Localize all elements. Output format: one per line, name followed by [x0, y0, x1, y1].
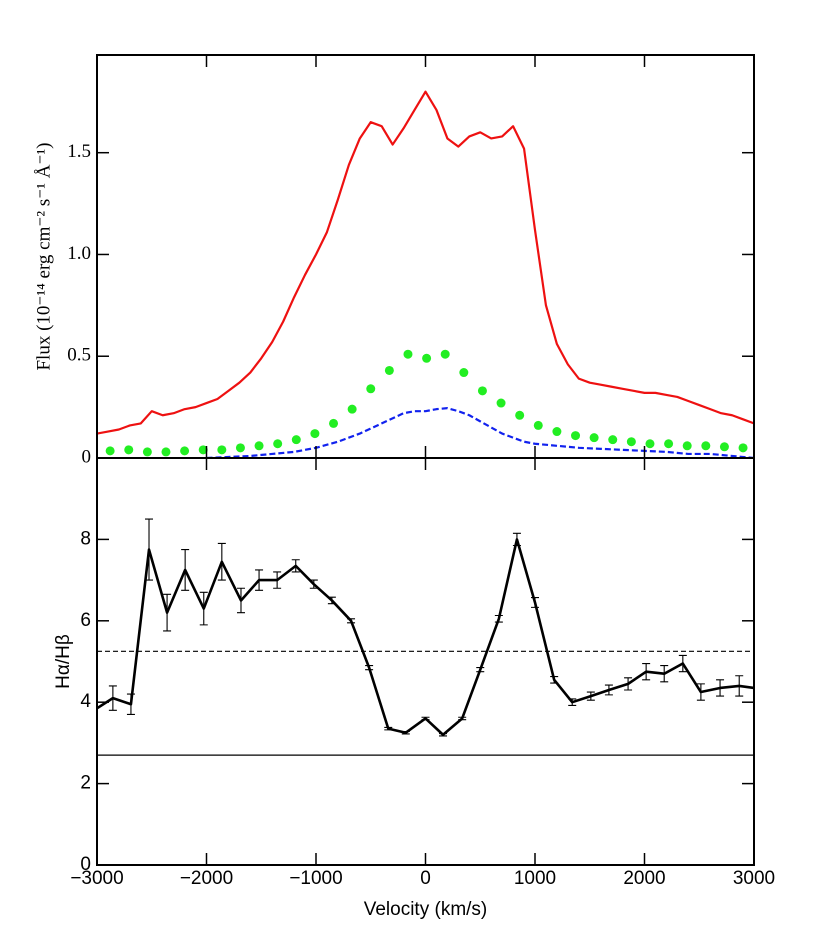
- error-bar: [421, 716, 430, 721]
- error-bar: [512, 532, 521, 547]
- plot-area: [97, 518, 754, 756]
- error-bar: [365, 665, 374, 671]
- error-bar: [163, 593, 172, 632]
- x-tick-label: 2000: [623, 868, 665, 889]
- error-bar: [401, 730, 410, 735]
- data-point: [235, 443, 245, 453]
- error-bar: [217, 542, 226, 581]
- error-bar: [384, 726, 393, 731]
- data-point: [533, 420, 543, 430]
- data-point: [161, 447, 171, 457]
- data-point: [515, 410, 525, 420]
- y-axis-label: Hα/Hβ: [53, 634, 74, 689]
- data-point: [366, 384, 376, 394]
- error-bar: [604, 684, 613, 696]
- y-tick-label: 4: [80, 691, 91, 712]
- line-series: [97, 90, 754, 435]
- x-tick-label: −3000: [70, 868, 123, 889]
- data-point: [738, 443, 748, 453]
- data-point: [719, 442, 729, 452]
- data-point: [329, 418, 339, 428]
- data-point: [422, 353, 432, 363]
- error-bar: [660, 665, 669, 683]
- data-point: [626, 437, 636, 447]
- error-bar: [439, 732, 448, 737]
- error-bar: [494, 614, 503, 623]
- y-tick-label: 0: [82, 446, 92, 467]
- y-tick-label: 0.5: [67, 345, 91, 366]
- x-tick-label: 1000: [514, 868, 556, 889]
- data-point: [217, 445, 227, 455]
- error-bar: [550, 676, 559, 684]
- data-point: [142, 447, 152, 457]
- y-tick-label: 2: [80, 773, 91, 794]
- x-tick-label: −2000: [180, 868, 233, 889]
- data-point: [552, 427, 562, 437]
- data-point: [347, 404, 357, 414]
- data-point: [310, 429, 320, 439]
- data-point: [496, 398, 506, 408]
- error-bar: [145, 518, 154, 581]
- y-tick-label: 1.5: [67, 141, 91, 162]
- data-point: [384, 365, 394, 375]
- error-bar: [642, 662, 651, 681]
- error-bar: [716, 679, 725, 697]
- data-point: [682, 441, 692, 451]
- error-bar: [347, 618, 356, 624]
- plot-area: [97, 90, 754, 458]
- data-point: [701, 441, 711, 451]
- data-point: [198, 445, 208, 455]
- x-axis-label: Velocity (km/s): [364, 899, 488, 920]
- data-point: [291, 435, 301, 445]
- error-bar: [458, 716, 467, 721]
- y-axis-label: Flux (10⁻¹⁴ erg cm⁻² s⁻¹ Å⁻¹): [33, 142, 54, 370]
- error-bar: [327, 596, 336, 605]
- data-point: [664, 439, 674, 449]
- y-tick-label: 6: [80, 610, 91, 631]
- error-bar: [531, 597, 539, 608]
- data-point: [440, 349, 450, 359]
- error-bar: [181, 549, 190, 591]
- data-point: [477, 386, 487, 396]
- error-bar: [108, 685, 117, 711]
- x-tick-label: 3000: [733, 868, 775, 889]
- x-tick-label: −1000: [289, 868, 342, 889]
- x-tick-label: 0: [420, 868, 431, 889]
- error-bar: [568, 698, 577, 707]
- data-point: [254, 441, 264, 451]
- line-series: [97, 538, 754, 737]
- data-point: [459, 368, 469, 378]
- error-bar: [236, 587, 245, 614]
- error-bar: [309, 579, 318, 589]
- error-bar: [126, 693, 135, 715]
- data-point: [403, 349, 413, 359]
- plot-frame: [96, 457, 755, 866]
- error-bar: [273, 571, 282, 589]
- error-bar: [624, 677, 633, 691]
- data-point: [180, 446, 190, 456]
- error-bar: [255, 569, 264, 591]
- error-bar: [696, 683, 705, 701]
- data-point: [124, 445, 134, 455]
- error-bar: [476, 667, 485, 673]
- data-point: [608, 435, 618, 445]
- y-tick-label: 1.0: [67, 243, 91, 264]
- data-point: [105, 446, 115, 456]
- y-tick-label: 8: [80, 528, 91, 549]
- plot-frame: [96, 54, 755, 459]
- error-bar: [678, 654, 687, 673]
- line-series: [206, 407, 754, 458]
- error-bar: [735, 675, 744, 697]
- data-point: [273, 439, 283, 449]
- error-bar: [586, 691, 595, 701]
- data-point: [589, 433, 599, 443]
- error-bar: [199, 591, 208, 626]
- data-point: [571, 431, 581, 441]
- y-tick-label: 0: [80, 854, 91, 875]
- data-point: [645, 439, 655, 449]
- error-bar: [291, 559, 300, 573]
